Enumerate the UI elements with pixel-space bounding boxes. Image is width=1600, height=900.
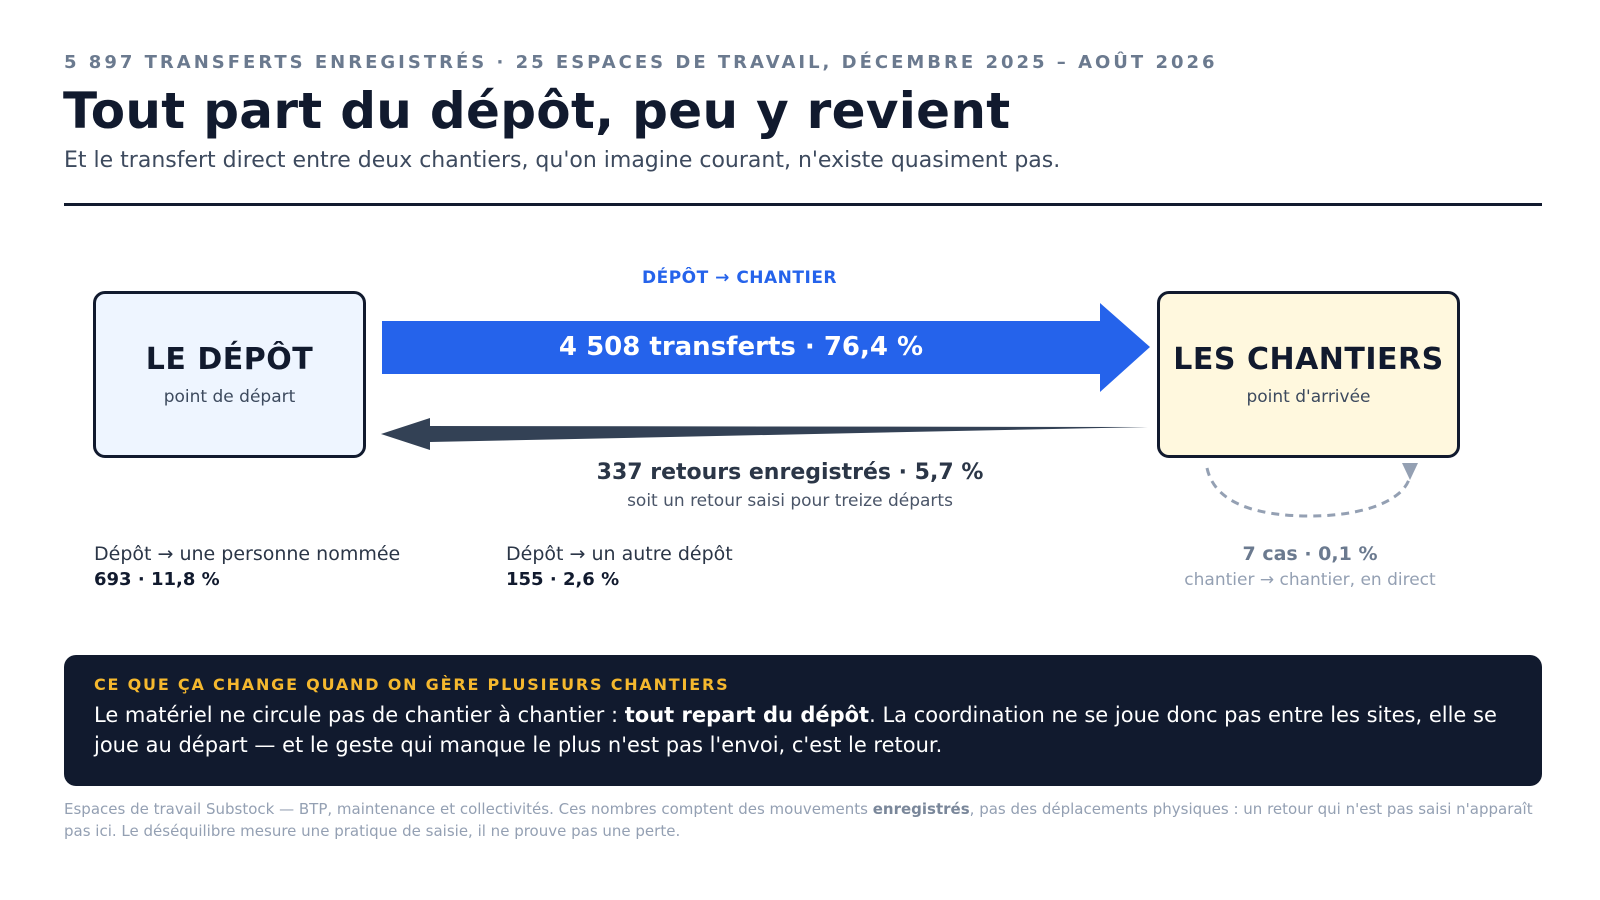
direct-loop-arrow xyxy=(1205,467,1412,518)
source-footnote: Espaces de travail Substock — BTP, maint… xyxy=(64,798,1542,842)
stat-to-person: Dépôt → une personne nommée 693 · 11,8 % xyxy=(94,543,400,590)
returns-annotation: 337 retours enregistrés · 5,7 % soit un … xyxy=(500,460,1080,511)
returns-value: 337 retours enregistrés · 5,7 % xyxy=(596,460,984,485)
direct-transfer-value: 7 cas · 0,1 % xyxy=(1242,543,1378,565)
kicker: 5 897 TRANSFERTS ENREGISTRÉS · 25 ESPACE… xyxy=(64,52,1218,73)
callout-body: Le matériel ne circule pas de chantier à… xyxy=(94,700,1512,760)
footnote-text-emphasis: enregistrés xyxy=(872,800,970,818)
depot-title: LE DÉPÔT xyxy=(145,342,314,377)
stat-to-person-value: 693 · 11,8 % xyxy=(94,569,220,590)
page-title: Tout part du dépôt, peu y revient xyxy=(63,82,1011,140)
stat-to-person-label: Dépôt → une personne nommée xyxy=(94,543,401,565)
forward-flow-value: 4 508 transferts · 76,4 % xyxy=(558,332,924,362)
stat-to-other-depot-label: Dépôt → un autre dépôt xyxy=(506,543,733,565)
callout-kicker: CE QUE ÇA CHANGE QUAND ON GÈRE PLUSIEURS… xyxy=(94,675,730,694)
callout-text-start: Le matériel ne circule pas de chantier à… xyxy=(94,703,625,727)
chantiers-node: LES CHANTIERS point d'arrivée xyxy=(1157,291,1460,458)
forward-flow-label: DÉPÔT → CHANTIER xyxy=(642,268,838,288)
footnote-text-end: , pas des déplacements physiques : un re… xyxy=(64,800,1533,840)
direct-transfer-annotation: 7 cas · 0,1 % chantier → chantier, en di… xyxy=(1160,543,1460,590)
header-divider xyxy=(64,203,1542,206)
chantiers-subtitle: point d'arrivée xyxy=(1246,387,1371,407)
stat-to-other-depot: Dépôt → un autre dépôt 155 · 2,6 % xyxy=(506,543,733,590)
footnote-text-start: Espaces de travail Substock — BTP, maint… xyxy=(64,800,873,818)
callout-text-end: . La coordination ne se joue donc pas en… xyxy=(94,703,1497,757)
return-arrow xyxy=(381,418,1148,450)
page-subtitle: Et le transfert direct entre deux chanti… xyxy=(64,148,1061,173)
direct-transfer-label: chantier → chantier, en direct xyxy=(1184,570,1436,590)
insight-callout: CE QUE ÇA CHANGE QUAND ON GÈRE PLUSIEURS… xyxy=(64,655,1542,786)
callout-text-emphasis: tout repart du dépôt xyxy=(624,703,870,727)
depot-subtitle: point de départ xyxy=(163,387,296,407)
stat-to-other-depot-value: 155 · 2,6 % xyxy=(506,569,620,590)
direct-loop-arrowhead xyxy=(1402,463,1418,480)
returns-note: soit un retour saisi pour treize départs xyxy=(627,491,953,511)
chantiers-title: LES CHANTIERS xyxy=(1173,342,1444,377)
depot-node: LE DÉPÔT point de départ xyxy=(93,291,366,458)
